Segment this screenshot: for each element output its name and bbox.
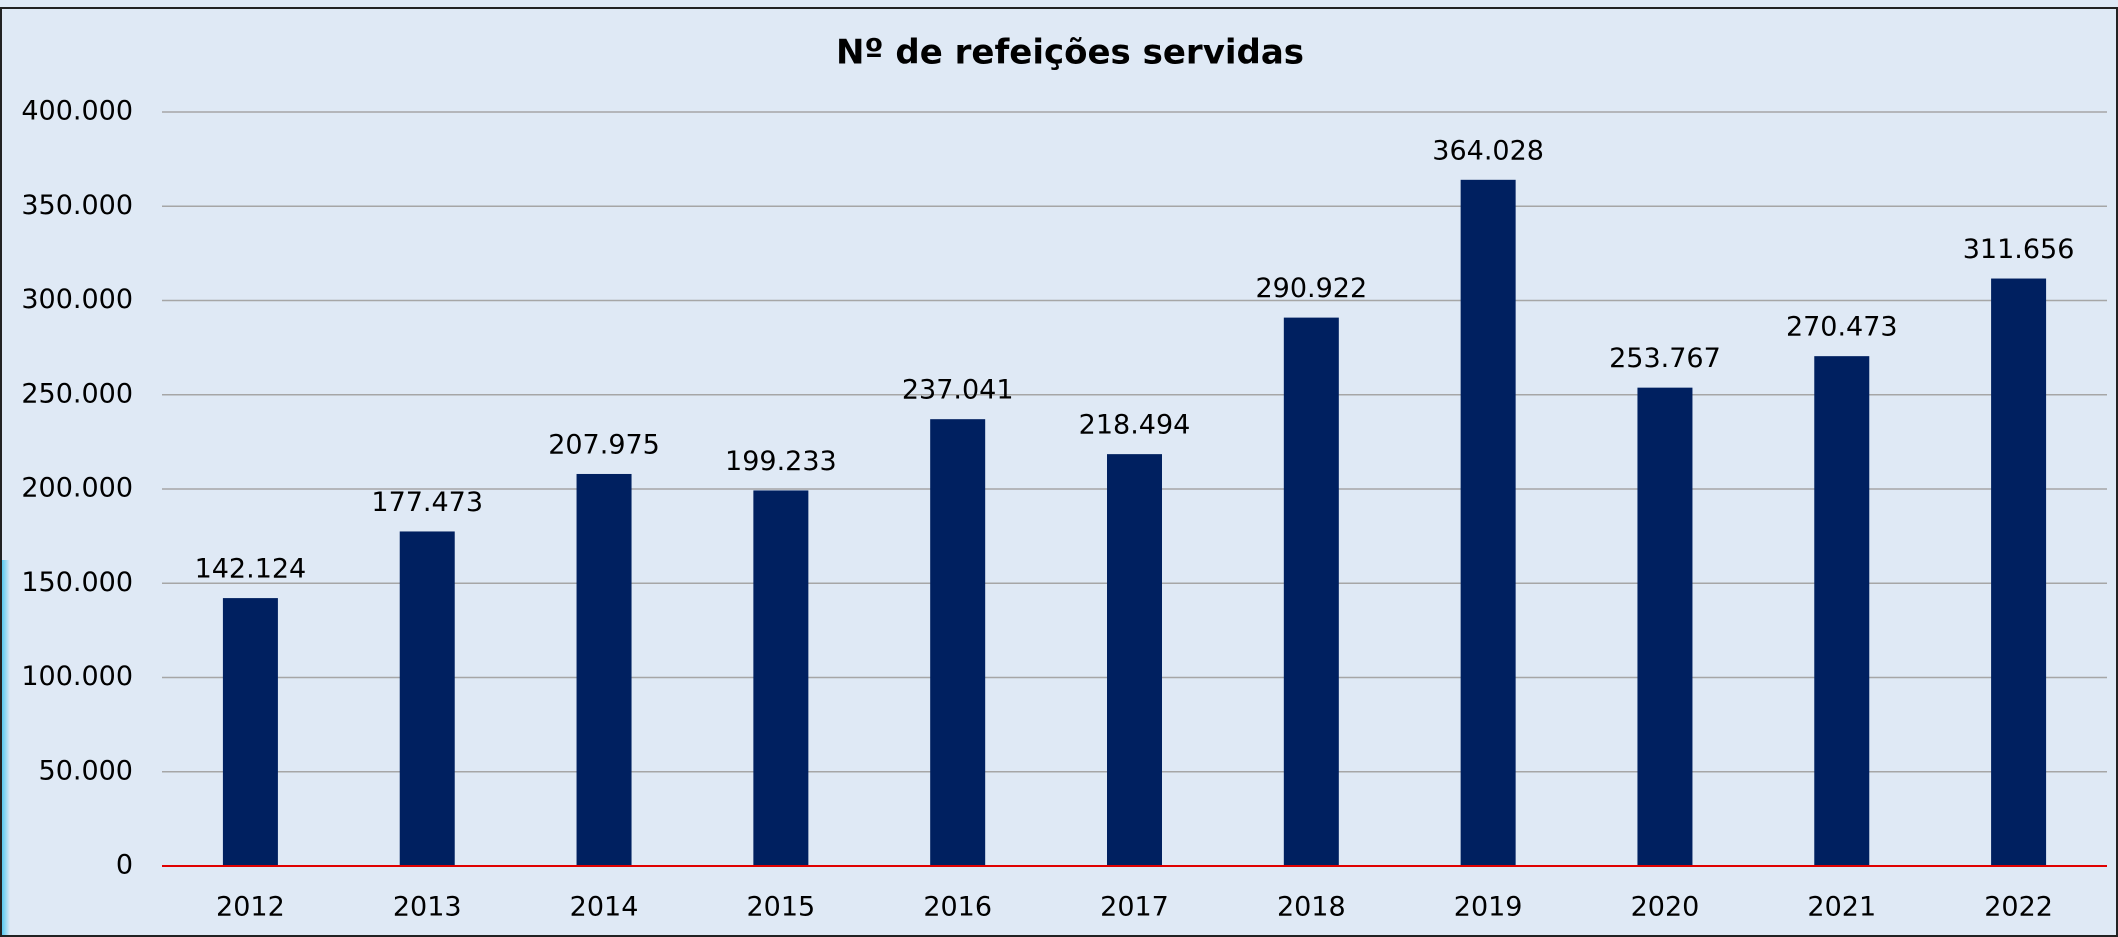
x-tick-label: 2017 (1100, 892, 1169, 923)
y-tick-label: 400.000 (21, 96, 133, 127)
y-tick-label: 300.000 (21, 284, 133, 315)
y-tick-label: 100.000 (21, 661, 133, 692)
bar (576, 473, 632, 866)
value-label: 290.922 (1255, 273, 1367, 304)
value-label: 177.473 (371, 487, 483, 518)
bar (1460, 179, 1516, 866)
x-tick-label: 2016 (923, 892, 992, 923)
bar (1814, 356, 1870, 866)
bar (1991, 278, 2047, 866)
bar (1637, 387, 1693, 866)
bar (930, 419, 986, 866)
x-tick-label: 2021 (1807, 892, 1876, 923)
frame (0, 7, 2118, 937)
x-tick-label: 2018 (1277, 892, 1346, 923)
x-tick-label: 2019 (1454, 892, 1523, 923)
x-tick-label: 2015 (747, 892, 816, 923)
edge-accent (0, 560, 10, 937)
x-tick-label: 2014 (570, 892, 639, 923)
x-tick-label: 2013 (393, 892, 462, 923)
value-label: 253.767 (1609, 343, 1721, 374)
y-tick-label: 0 (116, 850, 133, 881)
bar (222, 598, 278, 866)
x-tick-label: 2022 (1984, 892, 2053, 923)
bar (753, 490, 809, 866)
value-label: 199.233 (725, 446, 837, 477)
x-tick-label: 2020 (1631, 892, 1700, 923)
value-label: 311.656 (1963, 234, 2075, 265)
y-tick-label: 150.000 (21, 567, 133, 598)
y-tick-label: 50.000 (39, 755, 133, 786)
bar (1107, 454, 1162, 866)
value-label: 237.041 (902, 375, 1014, 406)
value-label: 270.473 (1786, 312, 1898, 343)
bar (399, 531, 455, 866)
value-label: 207.975 (548, 429, 660, 460)
x-tick-label: 2012 (216, 892, 285, 923)
value-label: 364.028 (1432, 135, 1544, 166)
bar (1283, 317, 1339, 866)
y-tick-label: 350.000 (21, 190, 133, 221)
value-label: 218.494 (1079, 410, 1191, 441)
y-tick-label: 200.000 (21, 473, 133, 504)
y-tick-label: 250.000 (21, 378, 133, 409)
chart-title: Nº de refeições servidas (836, 33, 1304, 73)
value-label: 142.124 (195, 554, 307, 585)
